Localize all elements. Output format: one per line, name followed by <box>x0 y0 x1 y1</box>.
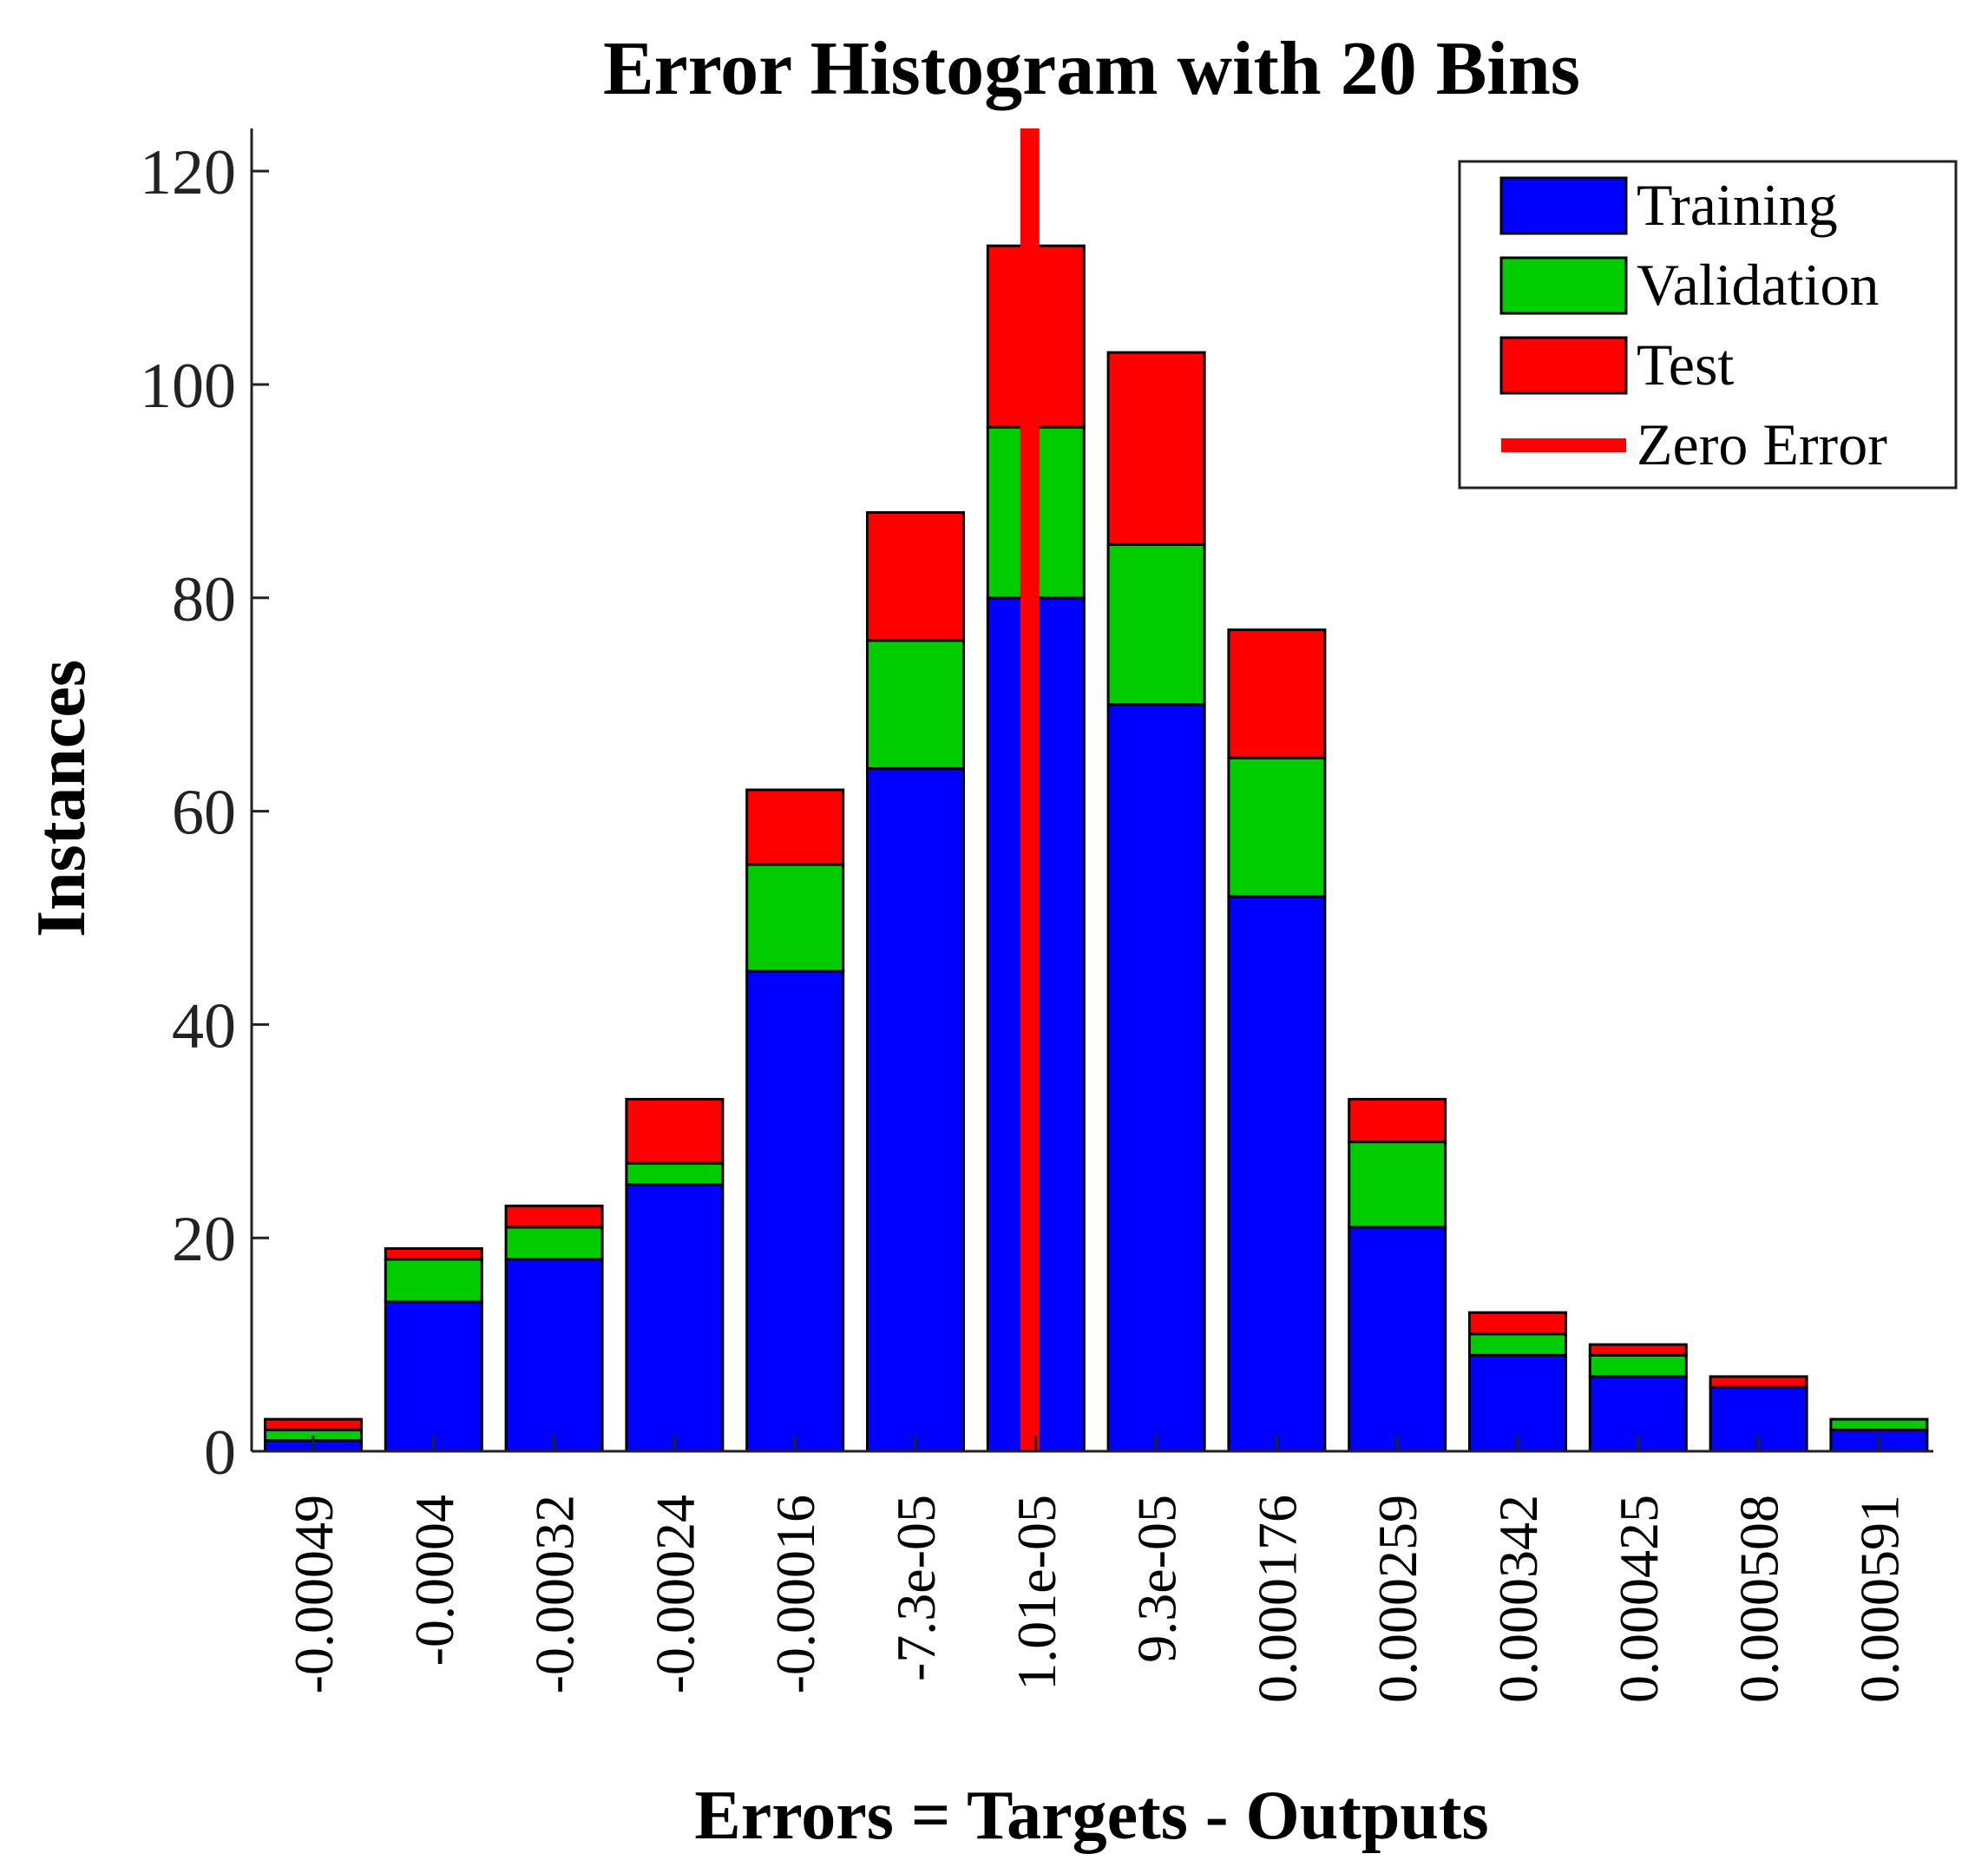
x-axis-label: Errors = Targets - Outputs <box>694 1778 1488 1854</box>
bar-test-0 <box>264 1417 363 1431</box>
chart-title: Error Histogram with 20 Bins <box>603 27 1580 111</box>
bar-test-5 <box>866 510 965 642</box>
bar-training-10 <box>1468 1353 1567 1453</box>
x-tick-label-9: 0.000259 <box>1367 1495 1428 1703</box>
x-tick-label-2: -0.00032 <box>524 1495 586 1693</box>
y-tick-label-40: 40 <box>172 990 236 1062</box>
bar-training-1 <box>384 1300 483 1453</box>
y-tick-label-60: 60 <box>172 778 236 849</box>
x-tick-label-8: 0.000176 <box>1246 1495 1308 1703</box>
bar-validation-3 <box>625 1161 725 1187</box>
bar-test-1 <box>384 1246 483 1261</box>
x-tick-label-5: -7.3e-05 <box>885 1495 947 1681</box>
bar-validation-1 <box>384 1258 483 1304</box>
legend-label-training: Training <box>1637 172 1838 238</box>
bar-training-7 <box>1106 703 1206 1453</box>
bar-validation-4 <box>745 863 845 973</box>
x-tick-label-7: 9.3e-05 <box>1126 1495 1188 1663</box>
y-tick-label-0: 0 <box>204 1417 236 1489</box>
bar-test-2 <box>504 1204 604 1229</box>
y-tick-label-120: 120 <box>140 137 236 208</box>
x-tick-label-1: -0.0004 <box>404 1495 465 1666</box>
bar-test-9 <box>1348 1097 1447 1144</box>
x-tick-label-13: 0.000591 <box>1848 1495 1910 1703</box>
legend-label-test: Test <box>1637 332 1734 398</box>
legend-swatch-validation <box>1499 256 1628 315</box>
legend-label-validation: Validation <box>1637 252 1880 318</box>
x-tick-label-12: 0.000508 <box>1729 1495 1790 1703</box>
bar-validation-2 <box>504 1226 604 1261</box>
bar-test-8 <box>1227 628 1327 759</box>
y-tick-label-100: 100 <box>140 351 236 422</box>
x-tick-label-4: -0.00016 <box>764 1495 826 1693</box>
bar-test-4 <box>745 788 845 866</box>
bar-training-8 <box>1227 895 1327 1453</box>
bar-training-3 <box>625 1183 725 1453</box>
legend: Training Validation Test Zero Error <box>1458 160 1958 490</box>
bar-training-2 <box>504 1258 604 1453</box>
x-tick-label-0: -0.00049 <box>283 1495 344 1693</box>
bar-validation-13 <box>1829 1417 1929 1431</box>
y-tick-label-20: 20 <box>172 1204 236 1275</box>
bar-training-9 <box>1348 1226 1447 1453</box>
bar-validation-7 <box>1106 542 1206 707</box>
x-tick-label-6: 1.01e-05 <box>1006 1495 1067 1691</box>
bar-validation-8 <box>1227 756 1327 898</box>
bar-test-10 <box>1468 1311 1567 1336</box>
x-tick-label-3: -0.00024 <box>644 1495 705 1693</box>
bar-test-11 <box>1588 1343 1688 1357</box>
bar-validation-9 <box>1348 1141 1447 1229</box>
y-axis-label: Instances <box>23 660 100 937</box>
y-tick-label-80: 80 <box>172 564 236 635</box>
legend-swatch-training <box>1499 176 1628 235</box>
bar-validation-10 <box>1468 1332 1567 1357</box>
bar-training-4 <box>745 970 845 1453</box>
bar-test-12 <box>1709 1375 1808 1389</box>
x-tick-label-10: 0.000342 <box>1487 1495 1549 1703</box>
legend-label-zero-error: Zero Error <box>1637 411 1887 477</box>
x-tick-label-11: 0.000425 <box>1608 1495 1670 1703</box>
bar-test-3 <box>625 1097 725 1165</box>
axes-group: 0 20 40 60 80 100 120 -0.00049 -0.0004 -0.00032 -0… <box>140 128 1933 1703</box>
bar-validation-5 <box>866 639 965 770</box>
legend-swatch-test <box>1499 336 1628 395</box>
bar-test-7 <box>1106 351 1206 546</box>
bar-validation-11 <box>1588 1353 1688 1378</box>
bar-training-5 <box>866 766 965 1453</box>
